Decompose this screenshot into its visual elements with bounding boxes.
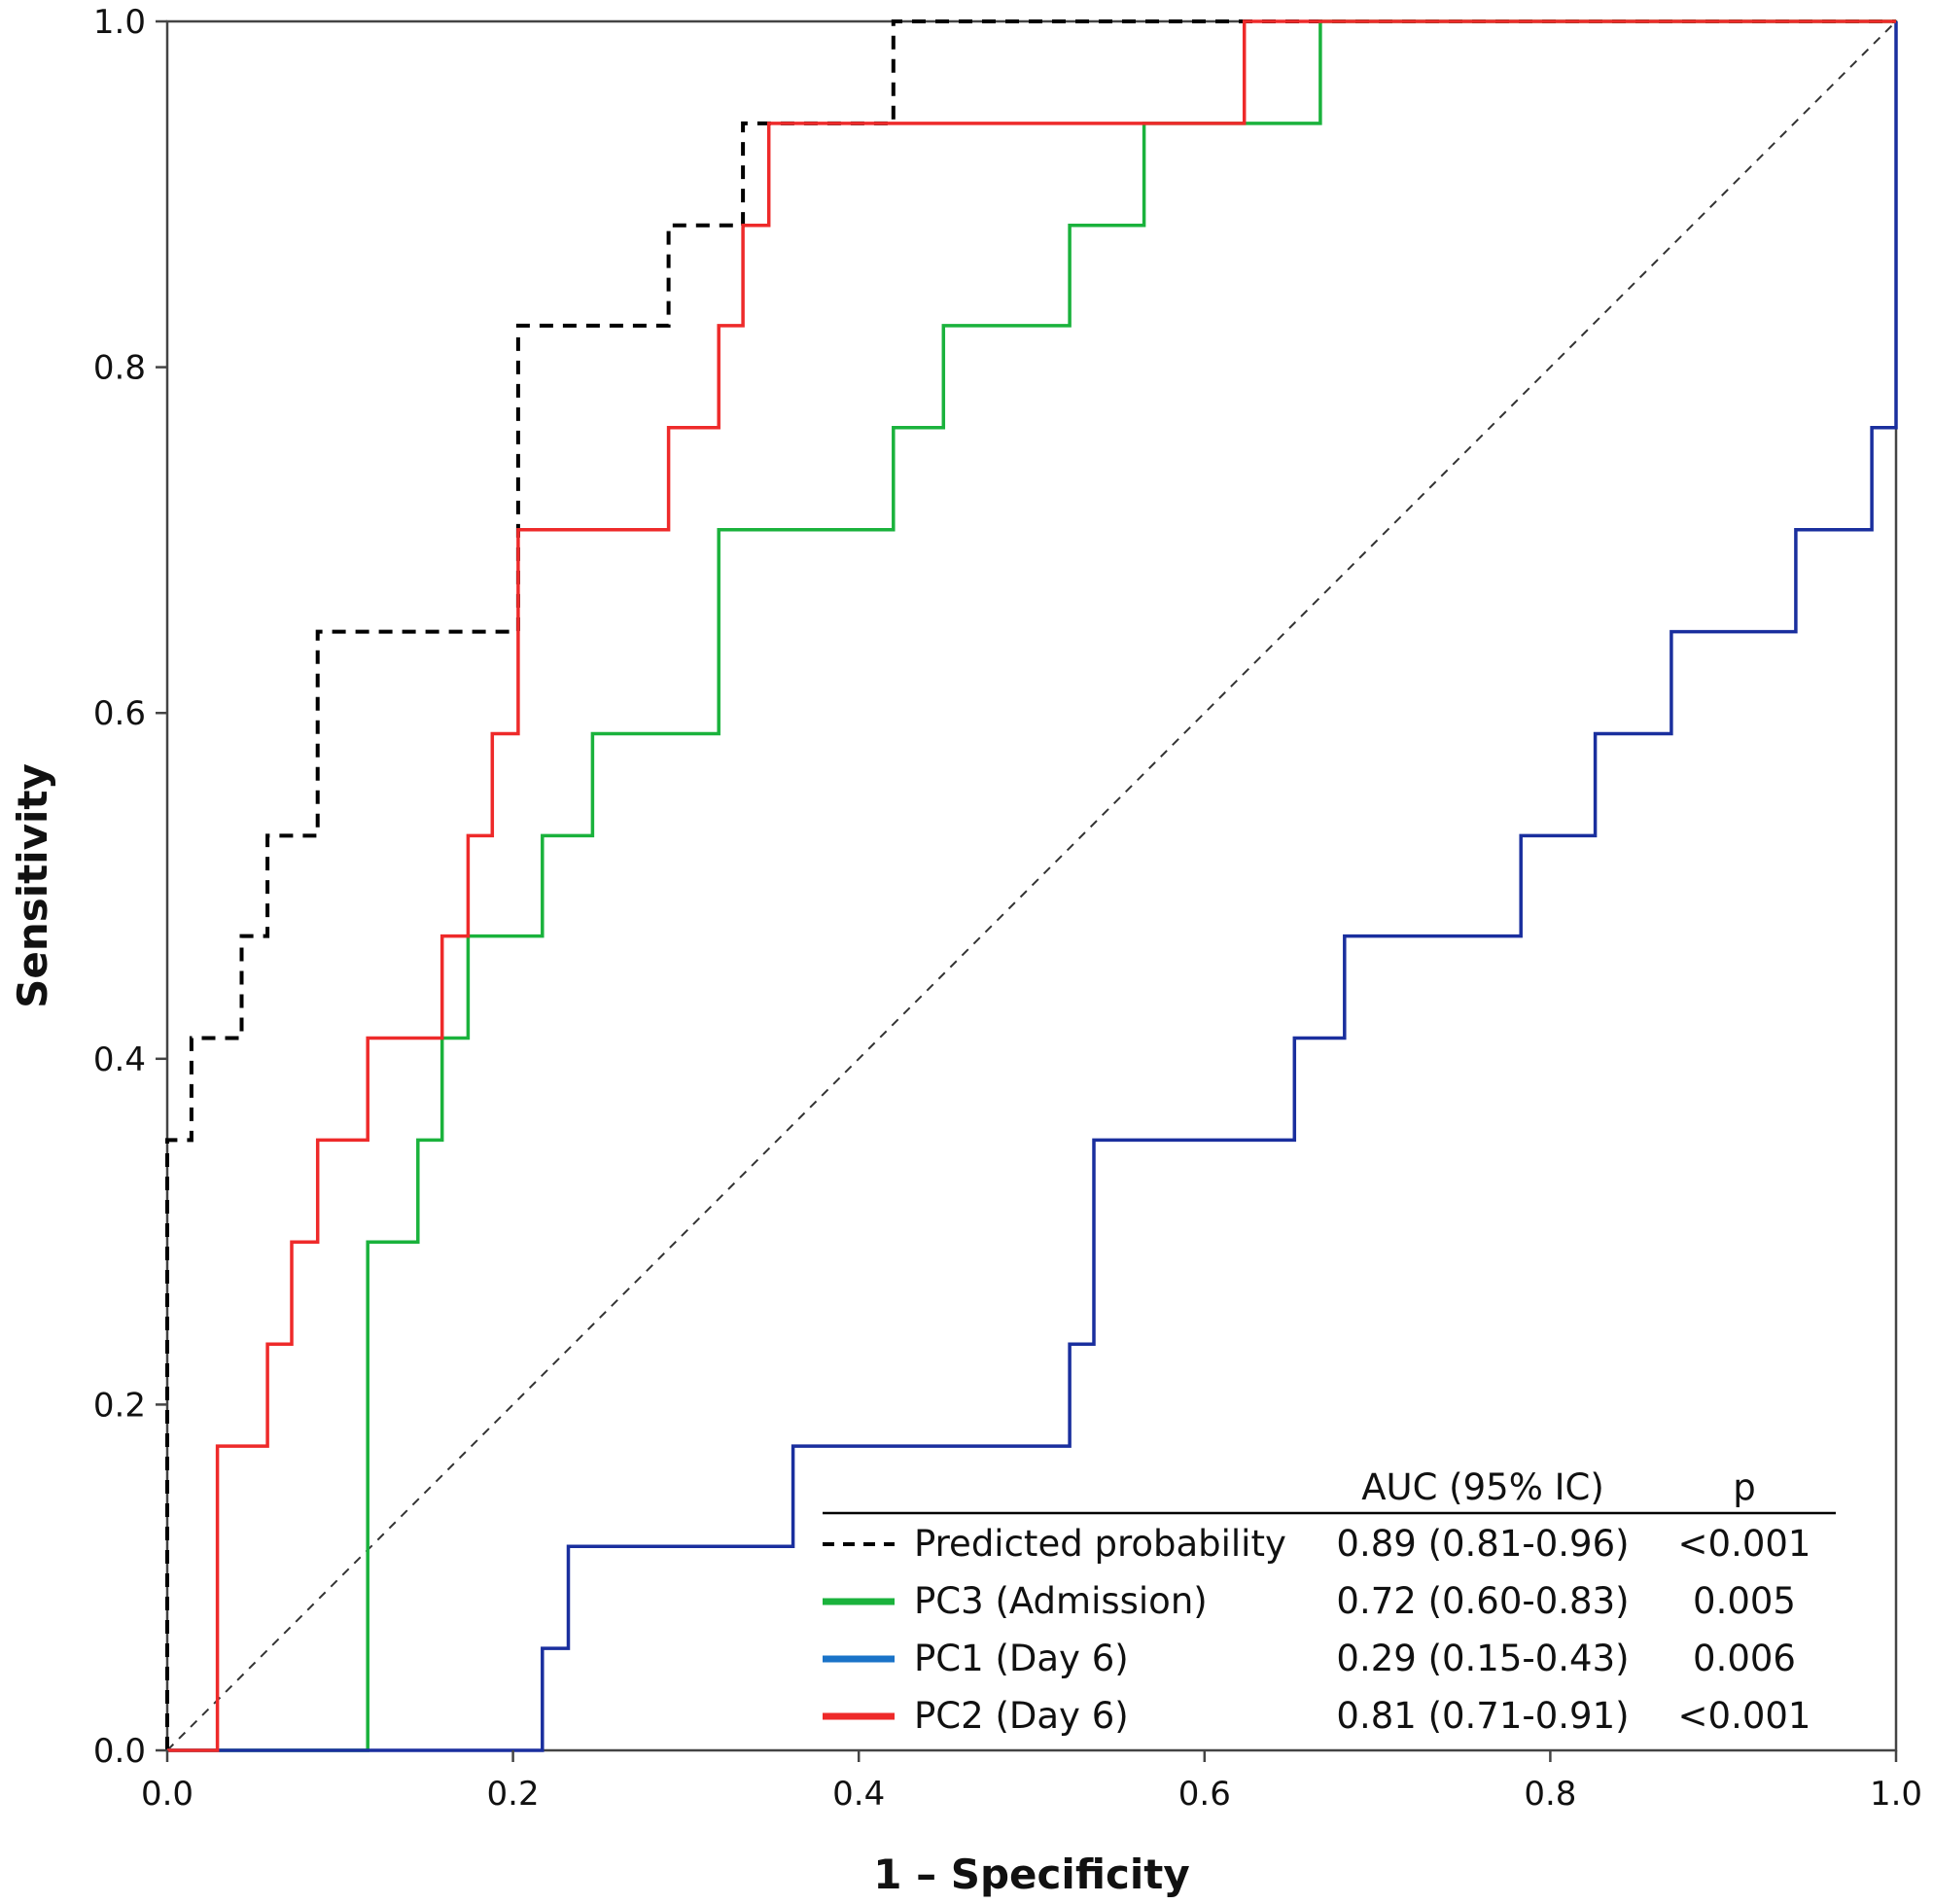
series-line-pc1-day-6 bbox=[167, 21, 1898, 1752]
legend-label: PC3 (Admission) bbox=[914, 1580, 1208, 1622]
legend-p-value: 0.006 bbox=[1693, 1638, 1796, 1679]
legend-auc: 0.81 (0.71-0.91) bbox=[1336, 1695, 1629, 1737]
series-line-pc2-day-6 bbox=[167, 19, 1896, 1752]
x-tick-label: 0.8 bbox=[1524, 1775, 1576, 1814]
y-axis-title: Sensitivity bbox=[9, 763, 56, 1008]
roc-series-group bbox=[165, 19, 1898, 1752]
legend-p-value: <0.001 bbox=[1678, 1695, 1811, 1737]
y-tick-label: 0.8 bbox=[93, 349, 146, 388]
x-axis-ticks: 0.0 0.2 0.4 0.6 0.8 1.0 bbox=[141, 1750, 1922, 1814]
legend-auc: 0.72 (0.60-0.83) bbox=[1336, 1580, 1629, 1622]
y-tick-label: 0.4 bbox=[93, 1040, 146, 1079]
legend-rows: Predicted probability 0.89 (0.81-0.96) <0.… bbox=[823, 1523, 1810, 1737]
x-tick-label: 0.0 bbox=[141, 1775, 193, 1814]
x-tick-label: 0.4 bbox=[832, 1775, 885, 1814]
x-tick-label: 0.6 bbox=[1178, 1775, 1231, 1814]
legend-p-value: <0.001 bbox=[1678, 1523, 1811, 1565]
y-tick-label: 0.0 bbox=[93, 1732, 146, 1771]
reference-diagonal-line bbox=[166, 20, 1897, 1751]
series-line-predicted-probability bbox=[165, 19, 1896, 1750]
y-tick-label: 0.2 bbox=[93, 1386, 146, 1425]
legend: AUC (95% IC) p Predicted probability 0.89… bbox=[823, 1466, 1836, 1737]
legend-p-value: 0.005 bbox=[1693, 1580, 1796, 1622]
legend-label: PC2 (Day 6) bbox=[914, 1695, 1129, 1737]
x-tick-label: 0.2 bbox=[487, 1775, 540, 1814]
legend-auc: 0.89 (0.81-0.96) bbox=[1336, 1523, 1629, 1565]
legend-label: PC1 (Day 6) bbox=[914, 1638, 1129, 1679]
y-tick-label: 0.6 bbox=[93, 694, 146, 733]
legend-auc: 0.29 (0.15-0.43) bbox=[1336, 1638, 1629, 1679]
x-axis-title: 1 – Specificity bbox=[873, 1851, 1189, 1898]
y-tick-label: 1.0 bbox=[93, 3, 146, 42]
y-axis-ticks: 0.0 0.2 0.4 0.6 0.8 1.0 bbox=[93, 3, 167, 1771]
legend-header-auc: AUC (95% IC) bbox=[1361, 1466, 1604, 1508]
x-tick-label: 1.0 bbox=[1870, 1775, 1922, 1814]
legend-label: Predicted probability bbox=[914, 1523, 1286, 1565]
series-line-pc3-admission bbox=[167, 19, 1896, 1752]
legend-header-p: p bbox=[1733, 1466, 1756, 1508]
